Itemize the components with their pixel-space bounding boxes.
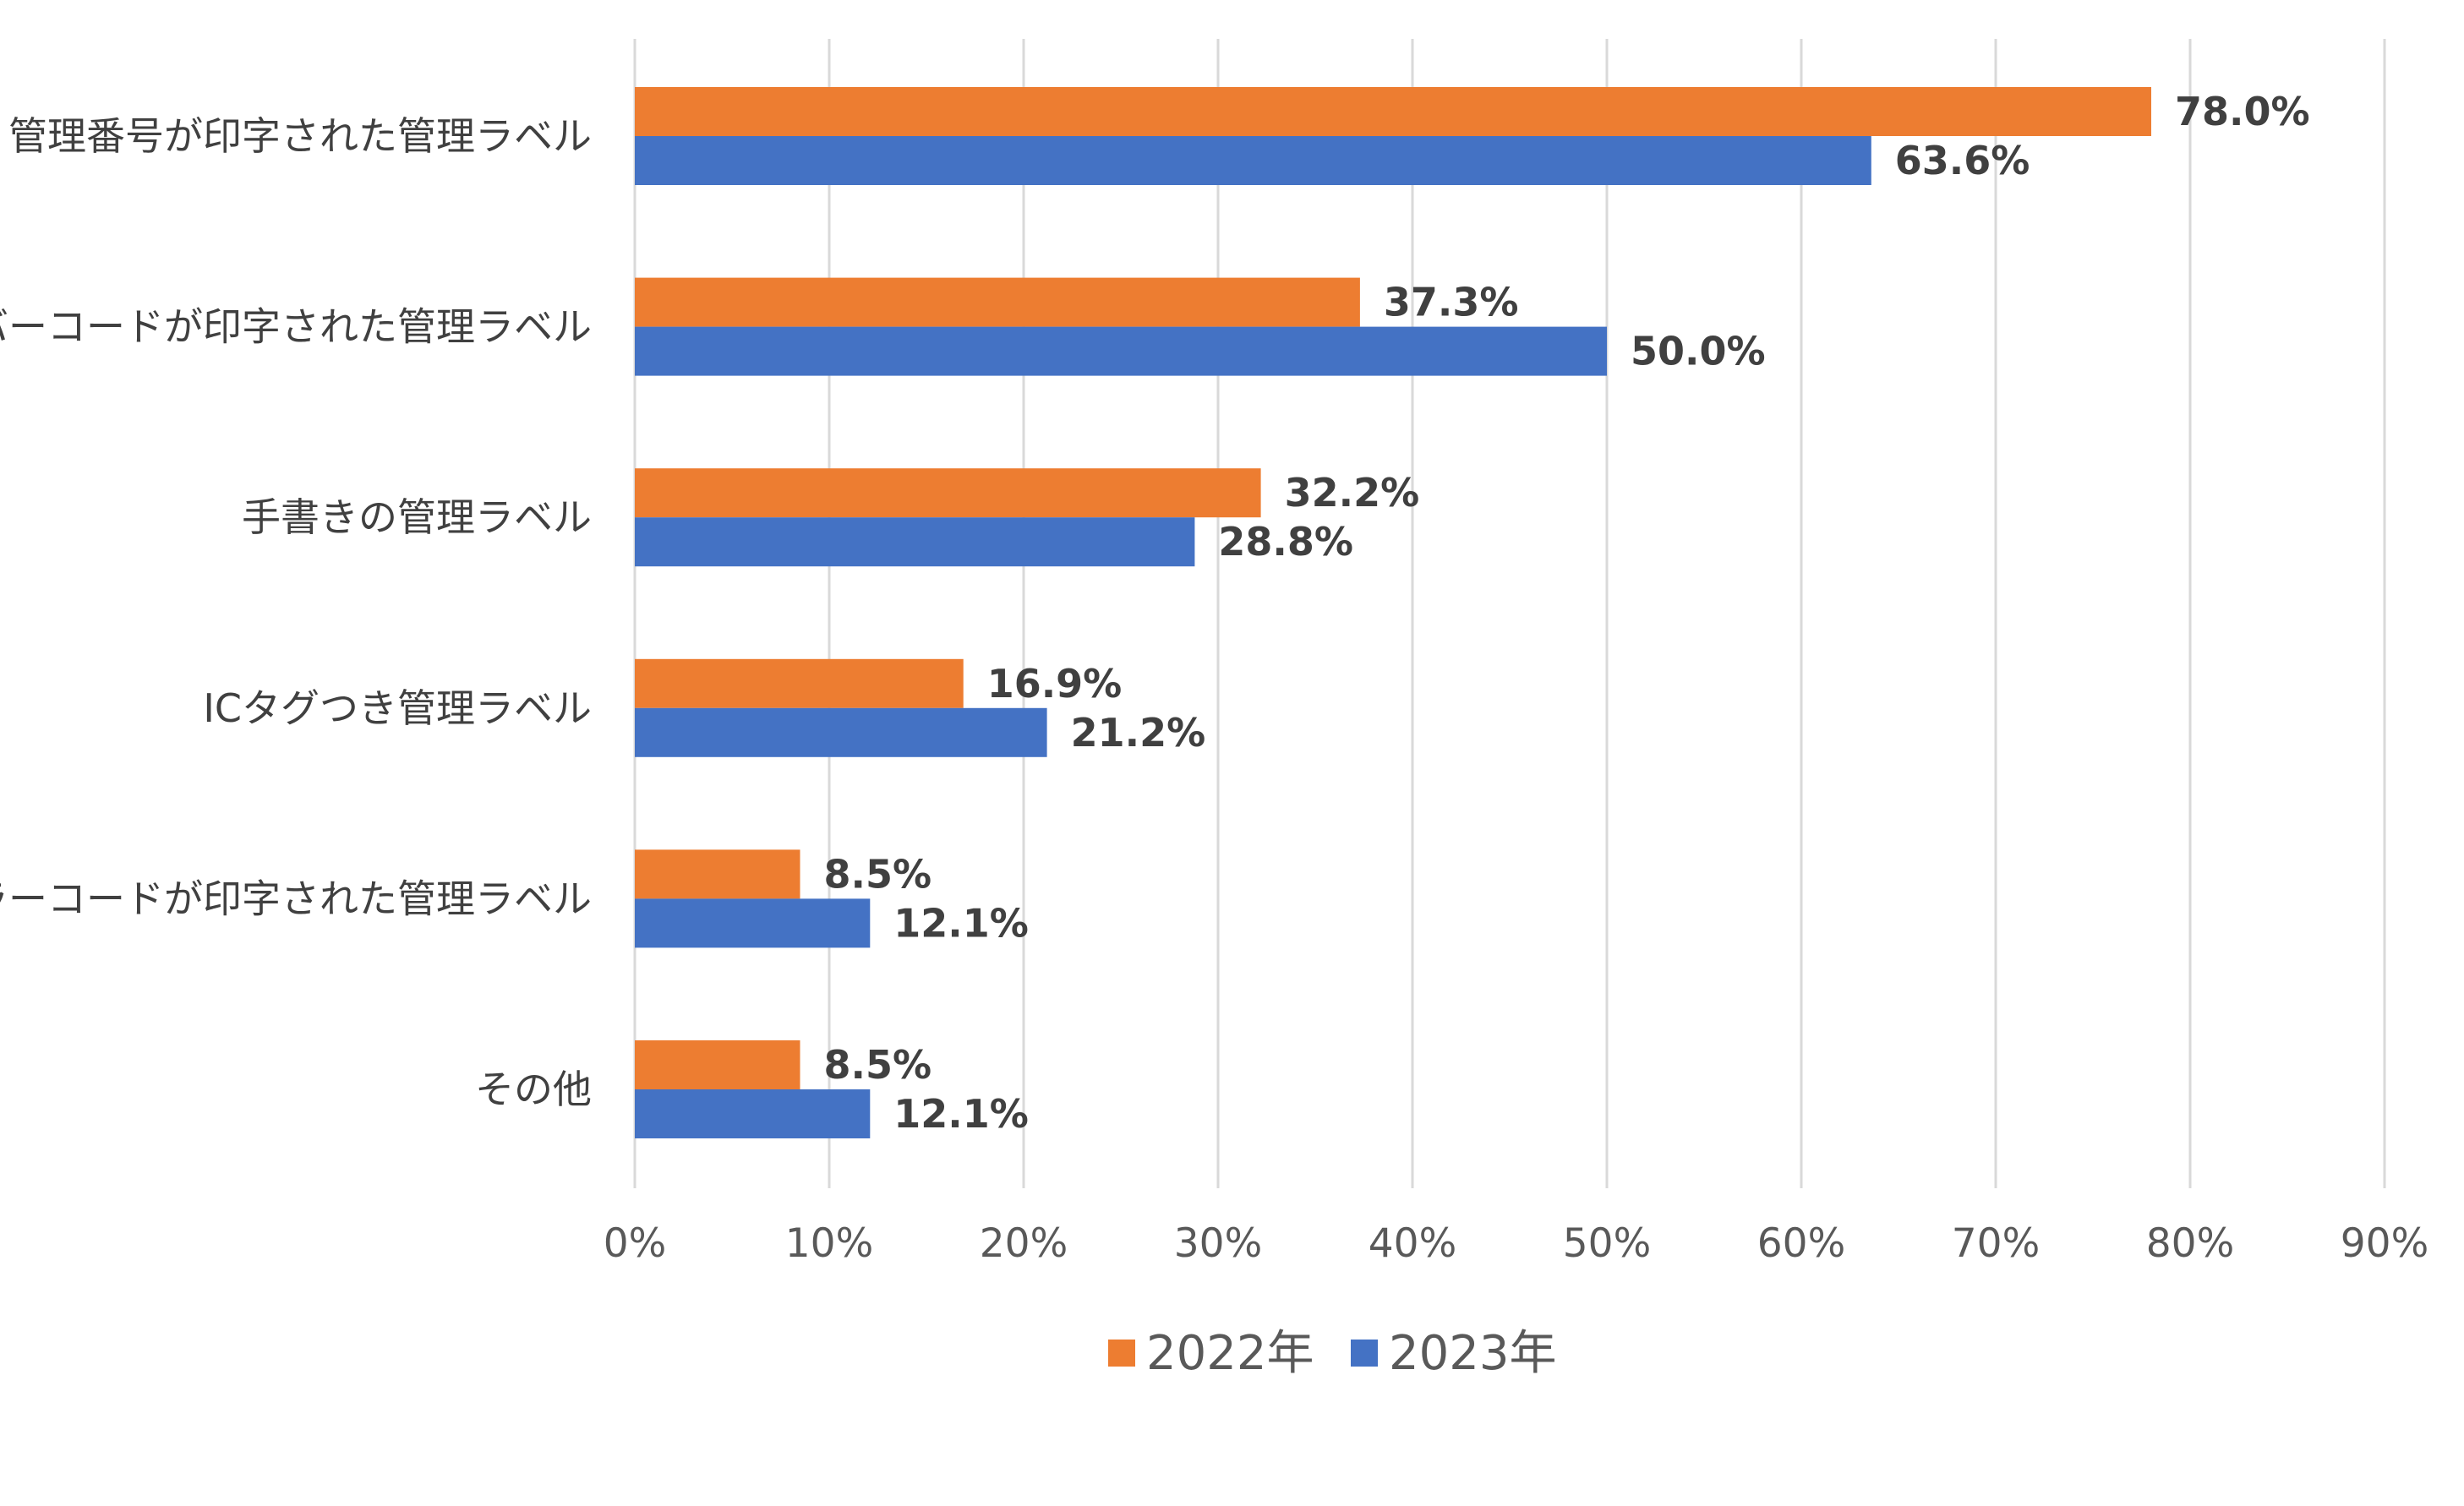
x-tick-label: 70% [1952, 1220, 2040, 1267]
bar-series1 [635, 658, 964, 708]
data-label: 78.0% [2175, 89, 2310, 134]
bar-series1 [635, 87, 2151, 136]
data-label: 63.6% [1895, 138, 2030, 183]
x-tick-label: 80% [2146, 1220, 2234, 1267]
x-tick-label: 20% [980, 1220, 1068, 1267]
category-label: その他 [475, 1067, 592, 1112]
data-label: 16.9% [987, 661, 1123, 707]
bar-series2 [635, 707, 1047, 757]
legend-label: 2022年 [1146, 1326, 1314, 1381]
data-label: 12.1% [893, 1091, 1029, 1137]
legend-swatch-series2 [1351, 1340, 1378, 1367]
x-tick-label: 10% [785, 1220, 873, 1267]
category-label: 手書きの管理ラベル [242, 494, 592, 540]
bar-series2 [635, 136, 1871, 185]
x-tick-label: 60% [1757, 1220, 1845, 1267]
x-tick-label: 90% [2341, 1220, 2428, 1267]
bar-series1 [635, 1040, 800, 1089]
x-tick-label: 50% [1563, 1220, 1651, 1267]
data-label: 28.8% [1218, 519, 1353, 565]
legend-swatch-series1 [1108, 1340, 1135, 1367]
bar-series2 [635, 326, 1607, 376]
data-label: 8.5% [824, 851, 932, 897]
bar-series2 [635, 1089, 871, 1138]
x-tick-label: 30% [1174, 1220, 1262, 1267]
data-label: 50.0% [1631, 329, 1766, 374]
data-label: 37.3% [1384, 280, 1519, 325]
data-label: 12.1% [893, 900, 1029, 946]
legend-label: 2023年 [1389, 1326, 1557, 1381]
bar-series2 [635, 898, 871, 948]
data-label: 32.2% [1285, 470, 1420, 516]
category-label: ICタグつき管理ラベル [203, 685, 592, 731]
data-label: 21.2% [1071, 710, 1206, 756]
bar-series1 [635, 849, 800, 899]
bar-series1 [635, 468, 1261, 518]
bar-series2 [635, 517, 1195, 567]
x-tick-label: 40% [1369, 1220, 1456, 1267]
category-label: バーコードが印字された管理ラベル [0, 304, 592, 350]
bar-series1 [635, 277, 1360, 327]
category-label: カラーコードが印字された管理ラベル [0, 876, 592, 921]
data-label: 8.5% [824, 1042, 932, 1088]
category-label: 管理番号が印字された管理ラベル [8, 113, 592, 159]
x-tick-label: 0% [604, 1220, 667, 1267]
